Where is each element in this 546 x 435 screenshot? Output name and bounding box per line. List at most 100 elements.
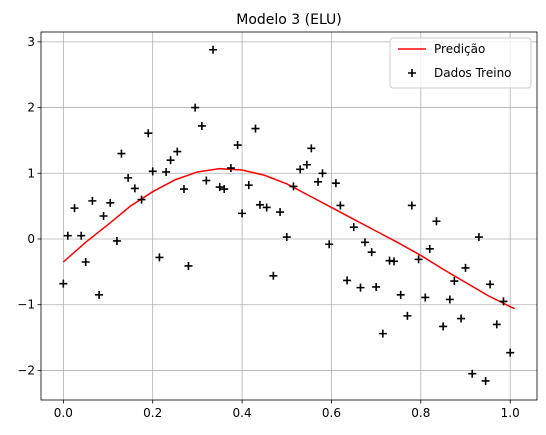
training-point [331, 179, 340, 188]
training-point [162, 167, 171, 176]
training-point [468, 369, 477, 378]
training-point [302, 160, 311, 169]
chart-title: Modelo 3 (ELU) [236, 12, 342, 28]
x-tick-label: 0.6 [322, 406, 341, 420]
training-point [124, 173, 133, 182]
training-point [432, 217, 441, 226]
training-point [106, 198, 115, 207]
training-point [445, 295, 454, 304]
training-point [325, 240, 334, 249]
training-point [269, 271, 278, 280]
legend-box [389, 37, 532, 89]
legend-label-prediction: Predição [434, 42, 485, 56]
training-point [233, 141, 242, 150]
legend: Predição Dados Treino [389, 37, 532, 89]
training-point [137, 195, 146, 204]
training-point [378, 329, 387, 338]
y-tick-label: −1 [17, 298, 35, 312]
x-tick-label: 0.2 [143, 406, 162, 420]
training-point [318, 169, 327, 178]
training-point [215, 183, 224, 192]
training-point [481, 376, 490, 385]
training-point [356, 283, 365, 292]
training-point [244, 181, 253, 190]
axis-ticks: 0.0 0.2 0.4 0.6 0.8 1.0 −2 −1 0 1 2 3 [17, 35, 519, 420]
training-point [155, 253, 164, 262]
training-point [407, 201, 416, 210]
training-point [226, 164, 235, 173]
training-point [414, 255, 423, 264]
training-point [367, 248, 376, 257]
plot-frame [40, 31, 538, 401]
training-point [70, 204, 79, 213]
training-point [390, 257, 399, 266]
y-tick-label: 1 [27, 166, 35, 180]
training-point [144, 129, 153, 138]
training-point [461, 263, 470, 272]
training-point [421, 293, 430, 302]
training-point [349, 223, 358, 232]
training-point [262, 203, 271, 212]
training-point [255, 200, 264, 209]
legend-label-training: Dados Treino [434, 66, 512, 80]
legend-plus-marker [408, 69, 416, 77]
training-point [209, 45, 218, 54]
training-point [506, 348, 515, 357]
training-point [81, 258, 90, 266]
training-point [59, 279, 68, 288]
training-point [457, 314, 466, 323]
training-point [88, 196, 97, 205]
training-point [202, 176, 211, 185]
training-point [314, 177, 323, 186]
training-point [499, 297, 508, 306]
y-tick-label: 0 [27, 232, 35, 246]
x-tick-label: 0.8 [411, 406, 430, 420]
training-point [130, 184, 139, 193]
training-point [77, 231, 86, 240]
training-point [450, 277, 459, 286]
training-point [117, 149, 126, 158]
training-point [492, 320, 501, 329]
training-point [282, 233, 291, 242]
training-point [360, 238, 369, 247]
training-point [166, 156, 175, 165]
training-point [372, 282, 381, 291]
training-point [184, 261, 193, 270]
y-tick-label: 2 [27, 101, 35, 115]
plot-area [41, 32, 537, 400]
training-point [276, 208, 285, 217]
training-point [251, 124, 260, 133]
training-point [439, 322, 448, 331]
training-point [336, 201, 345, 210]
training-markers-layer [59, 45, 515, 385]
training-point [307, 144, 316, 153]
x-tick-label: 0.0 [54, 406, 73, 420]
training-point [148, 167, 157, 176]
training-point [63, 231, 72, 240]
training-point [179, 185, 188, 194]
training-point [425, 244, 434, 253]
training-point [197, 121, 206, 130]
x-tick-label: 1.0 [501, 406, 520, 420]
training-point [486, 280, 495, 289]
training-point [343, 276, 352, 285]
training-point [296, 165, 305, 174]
training-point [220, 185, 229, 194]
y-tick-label: −2 [17, 363, 35, 377]
training-point [403, 311, 412, 320]
training-point [99, 212, 108, 220]
training-point [238, 209, 247, 218]
y-tick-label: 3 [27, 35, 35, 49]
training-point [474, 233, 483, 242]
training-point [191, 103, 200, 112]
training-point [289, 182, 298, 191]
legend-marker-swatch [408, 69, 416, 77]
x-tick-label: 0.4 [233, 406, 252, 420]
training-point [396, 290, 405, 299]
training-point [112, 236, 121, 245]
grid-lines [41, 32, 537, 400]
training-point [95, 290, 104, 299]
training-point [173, 147, 182, 156]
